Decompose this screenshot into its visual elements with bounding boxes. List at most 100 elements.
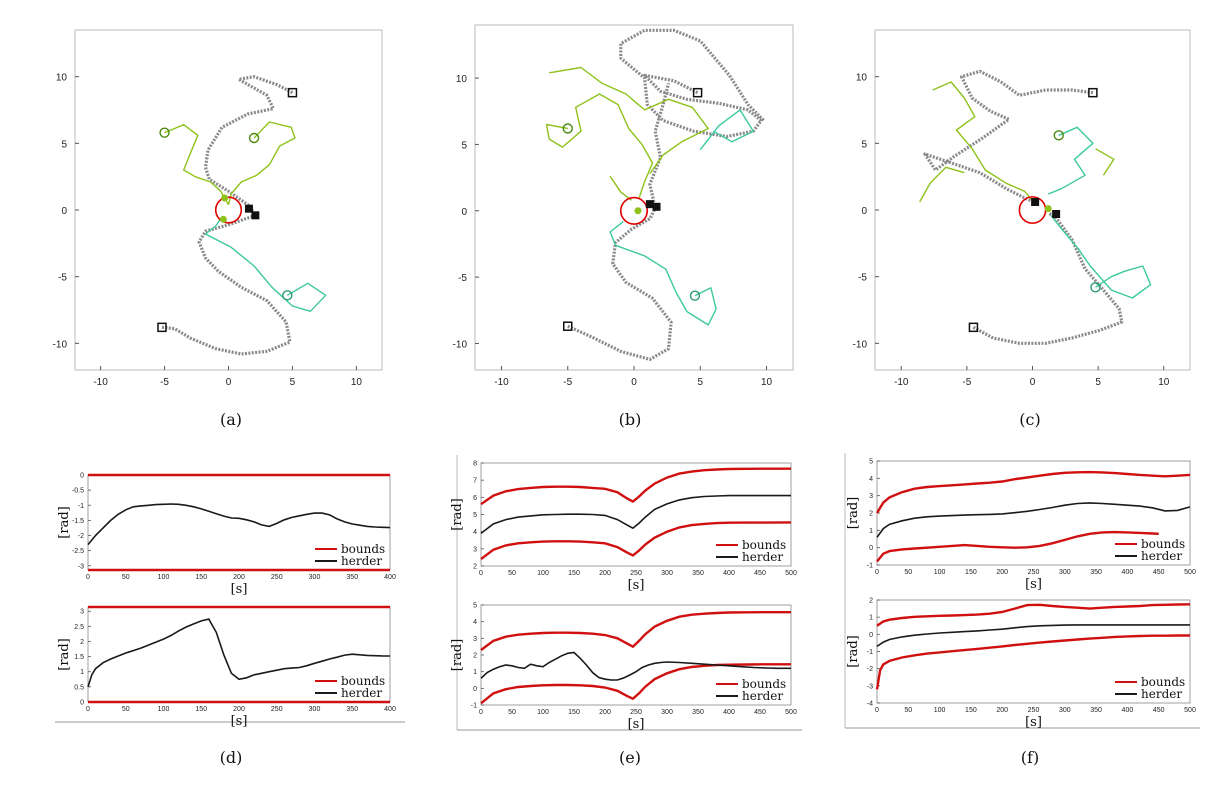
x-tick-label: 0 bbox=[1030, 377, 1036, 388]
y-tick-label: 0 bbox=[80, 700, 84, 707]
y-tick-label: 1 bbox=[473, 669, 477, 676]
x-tick-label: 250 bbox=[630, 709, 642, 716]
x-tick-label: 0 bbox=[875, 707, 879, 714]
sheep-start-marker bbox=[282, 290, 293, 301]
y-tick-label: 0 bbox=[861, 206, 867, 217]
x-tick-label: 0 bbox=[86, 574, 90, 581]
x-tick-label: 50 bbox=[122, 706, 130, 713]
x-tick-label: 250 bbox=[1028, 707, 1040, 714]
x-tick-label: 450 bbox=[1153, 707, 1165, 714]
x-tick-label: 250 bbox=[630, 570, 642, 577]
x-tick-label: 0 bbox=[479, 709, 483, 716]
herder-end-marker bbox=[244, 204, 253, 213]
x-tick-label: -10 bbox=[894, 377, 909, 388]
x-tick-label: -5 bbox=[563, 377, 572, 388]
x-tick-label: 400 bbox=[723, 570, 735, 577]
x-tick-label: 50 bbox=[508, 570, 516, 577]
sheep-start-marker bbox=[1053, 130, 1064, 141]
x-tick-label: -5 bbox=[962, 377, 971, 388]
herder-start-marker bbox=[692, 87, 703, 98]
y-tick-label: 4 bbox=[473, 619, 477, 626]
legend-box bbox=[311, 540, 389, 568]
x-tick-label: 0 bbox=[875, 569, 879, 576]
y-tick-label: -5 bbox=[58, 273, 67, 284]
sheep-start-marker bbox=[562, 123, 573, 134]
herder-trajectory bbox=[567, 83, 673, 361]
x-tick-label: 5 bbox=[1095, 377, 1101, 388]
y-tick-label: 5 bbox=[473, 603, 477, 610]
herder-trajectory bbox=[972, 211, 1124, 345]
sheep-trajectory bbox=[699, 109, 754, 151]
legend-bounds-label: bounds bbox=[742, 538, 786, 552]
sheep-end-marker bbox=[1044, 205, 1052, 213]
x-tick-label: 200 bbox=[599, 570, 611, 577]
y-tick-label: 3 bbox=[473, 546, 477, 553]
bounds-line bbox=[875, 634, 1190, 690]
herder-start-marker bbox=[1088, 87, 1098, 98]
panel-a-trajectory-plot: -10 -5 0 5 10 -10 -5 0 5 10 bbox=[53, 29, 383, 388]
x-tick-label: 100 bbox=[158, 706, 170, 713]
sheep-trajectory bbox=[1050, 214, 1152, 299]
y-tick-label: 4 bbox=[869, 476, 873, 483]
x-tick-label: 400 bbox=[384, 574, 396, 581]
y-tick-label: -5 bbox=[458, 273, 467, 284]
x-tick-label: 200 bbox=[233, 706, 245, 713]
y-tick-label: 5 bbox=[869, 459, 873, 466]
x-tick-label: 200 bbox=[599, 709, 611, 716]
x-tick-label: 350 bbox=[1090, 569, 1102, 576]
x-tick-label: 150 bbox=[195, 706, 207, 713]
y-tick-label: 5 bbox=[461, 140, 467, 151]
x-tick-label: 150 bbox=[568, 709, 580, 716]
y-tick-label: 0 bbox=[869, 545, 873, 552]
herder-line bbox=[876, 624, 1190, 648]
y-tick-label: -1 bbox=[78, 503, 84, 510]
x-tick-label: 0 bbox=[479, 570, 483, 577]
y-tick-label: 4 bbox=[473, 529, 477, 536]
sheep-trajectory bbox=[609, 175, 632, 201]
herder-end-marker bbox=[645, 200, 654, 209]
herder-trajectory bbox=[619, 28, 766, 139]
y-tick-label: -1 bbox=[471, 703, 477, 710]
y-tick-label: 0 bbox=[473, 686, 477, 693]
x-tick-label: 400 bbox=[1122, 569, 1134, 576]
herder-line bbox=[876, 502, 1191, 538]
y-tick-label: 2 bbox=[80, 639, 84, 646]
x-tick-label: 500 bbox=[1184, 569, 1196, 576]
herder-line bbox=[480, 494, 791, 535]
x-tick-label: 0 bbox=[226, 377, 232, 388]
legend-box bbox=[1111, 673, 1189, 701]
y-tick-label: -2 bbox=[78, 533, 84, 540]
x-tick-label: -5 bbox=[160, 377, 169, 388]
x-tick-label: 250 bbox=[271, 706, 283, 713]
x-tick-label: 450 bbox=[1153, 569, 1165, 576]
x-tick-label: 400 bbox=[1122, 707, 1134, 714]
bounds-line bbox=[876, 530, 1159, 563]
legend-bounds-label: bounds bbox=[341, 674, 385, 688]
legend-herder-label: herder bbox=[742, 689, 783, 703]
legend-herder-label: herder bbox=[742, 550, 783, 564]
herder-line bbox=[480, 651, 791, 681]
y-axis-label: [rad] bbox=[846, 635, 861, 667]
legend-herder-label: herder bbox=[341, 554, 382, 568]
x-tick-label: 50 bbox=[904, 569, 912, 576]
sheep-start-marker bbox=[159, 127, 170, 138]
y-tick-label: -2 bbox=[867, 666, 873, 673]
x-tick-label: 150 bbox=[965, 707, 977, 714]
x-tick-label: 250 bbox=[271, 574, 283, 581]
sheep-trajectory bbox=[204, 216, 327, 312]
herder-trajectory bbox=[161, 212, 292, 356]
legend-box bbox=[712, 536, 790, 564]
y-tick-label: 10 bbox=[56, 73, 68, 84]
x-tick-label: 300 bbox=[1059, 569, 1071, 576]
y-tick-label: 7 bbox=[473, 478, 477, 485]
x-tick-label: 50 bbox=[122, 574, 130, 581]
y-tick-label: 1 bbox=[80, 669, 84, 676]
caption-e: (e) bbox=[619, 748, 641, 767]
caption-d: (d) bbox=[220, 748, 243, 767]
y-tick-label: 10 bbox=[856, 73, 868, 84]
caption-a: (a) bbox=[220, 410, 242, 429]
y-tick-label: 3 bbox=[869, 493, 873, 500]
y-tick-label: 1 bbox=[869, 528, 873, 535]
sheep-end-marker bbox=[634, 207, 642, 215]
legend-bounds-label: bounds bbox=[1141, 537, 1185, 551]
